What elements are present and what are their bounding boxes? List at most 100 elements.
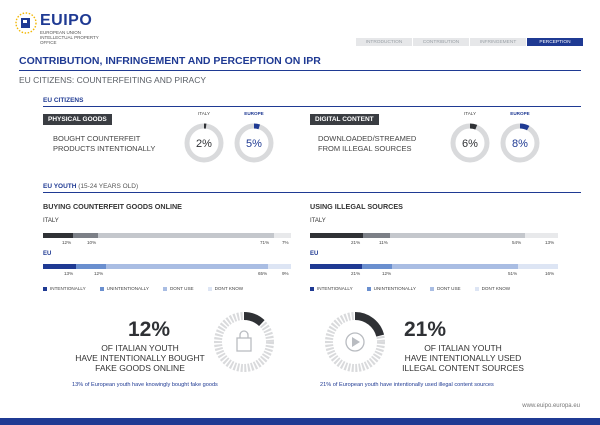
goods-legend: INTENTIONALLY UNINTENTIONALLY DONT USE D… xyxy=(43,286,243,291)
euipo-logo-icon xyxy=(15,12,37,34)
footer-url[interactable]: www.euipo.europa.eu xyxy=(522,403,580,409)
legend-dont-know: DONT KNOW xyxy=(474,286,511,291)
sources-italy-seg-intentionally xyxy=(310,233,363,238)
sources-italy-pct-intentionally: 21% xyxy=(351,240,361,245)
right-highlight-number: 21% xyxy=(404,318,447,341)
logo-text: EUIPO xyxy=(40,12,93,29)
sources-italy-seg-unintentionally xyxy=(362,233,391,238)
left-highlight-line2: HAVE INTENTIONALLY BOUGHT xyxy=(75,353,205,363)
tab-introduction[interactable]: INTRODUCTION xyxy=(356,38,412,46)
right-highlight-text: OF ITALIAN YOUTH HAVE INTENTIONALLY USED… xyxy=(378,343,548,373)
goods-eu-seg-dont-use xyxy=(105,264,269,269)
section-tabs: INTRODUCTION CONTRIBUTION INFRINGEMENT P… xyxy=(355,38,583,46)
sources-eu-label: EU xyxy=(310,251,319,257)
digital-text-line1: DOWNLOADED/STREAMED xyxy=(318,134,417,143)
illegal-sources-heading: USING ILLEGAL SOURCES xyxy=(310,202,403,211)
right-highlight-sub: 21% of European youth have intentionally… xyxy=(320,382,494,388)
sources-eu-seg-dont-know xyxy=(518,264,558,269)
legend-unintentionally-label: UNINTENTIONALLY xyxy=(106,286,149,291)
legend-intentionally: INTENTIONALLY xyxy=(43,286,86,291)
tab-infringement[interactable]: INFRINGEMENT xyxy=(470,38,526,46)
sources-italy-pct-dont-know: 13% xyxy=(545,240,555,245)
physical-italy-donut: 2% xyxy=(184,123,224,163)
digital-text-line2: FROM ILLEGAL SOURCES xyxy=(318,144,412,153)
sources-italy-seg-dont-know xyxy=(525,233,558,238)
eu-youth-label-text: EU YOUTH xyxy=(43,183,77,190)
physical-europe-label: EUROPE xyxy=(244,111,264,116)
physical-text-line2: PRODUCTS INTENTIONALLY xyxy=(53,144,156,153)
sources-eu-seg-intentionally xyxy=(310,264,363,269)
physical-goods-text: BOUGHT COUNTERFEIT PRODUCTS INTENTIONALL… xyxy=(53,134,155,154)
goods-italy-seg-dont-use xyxy=(97,233,274,238)
sources-italy-pct-unintentionally: 11% xyxy=(379,240,388,245)
legend-unintentionally: UNINTENTIONALLY xyxy=(99,286,149,291)
sources-eu-pct-intentionally: 21% xyxy=(351,271,361,276)
physical-europe-donut: 5% xyxy=(234,123,274,163)
eu-youth-label: EU YOUTH (15-24 YEARS OLD) xyxy=(43,183,138,190)
goods-italy-seg-unintentionally xyxy=(72,233,98,238)
tab-perception[interactable]: PERCEPTION xyxy=(527,38,583,46)
digital-content-box: DIGITAL CONTENT xyxy=(310,114,379,125)
goods-italy-bar xyxy=(43,233,291,238)
goods-italy-seg-intentionally xyxy=(43,233,73,238)
legend-intentionally: INTENTIONALLY xyxy=(310,286,353,291)
left-highlight-sub: 13% of European youth have knowingly bou… xyxy=(72,382,218,388)
page-subtitle: EU CITIZENS: COUNTERFEITING AND PIRACY xyxy=(19,75,207,85)
shopping-bag-icon xyxy=(236,330,252,352)
digital-italy-donut: 6% xyxy=(450,123,490,163)
right-highlight-line1: OF ITALIAN YOUTH xyxy=(424,343,502,353)
physical-text-line1: BOUGHT COUNTERFEIT xyxy=(53,134,141,143)
digital-europe-label: EUROPE xyxy=(510,111,530,116)
goods-online-heading: BUYING COUNTERFEIT GOODS ONLINE xyxy=(43,202,182,211)
goods-eu-seg-unintentionally xyxy=(75,264,106,269)
play-icon xyxy=(345,332,365,352)
eu-citizens-divider xyxy=(43,106,581,107)
digital-europe-value: 8% xyxy=(512,138,528,150)
eu-citizens-label: EU CITIZENS xyxy=(43,97,84,104)
digital-content-text: DOWNLOADED/STREAMED FROM ILLEGAL SOURCES xyxy=(318,134,416,154)
eu-youth-age-range: (15-24 YEARS OLD) xyxy=(78,183,139,190)
legend-intentionally-label: INTENTIONALLY xyxy=(50,286,86,291)
sources-eu-pct-dont-use: 51% xyxy=(508,271,518,276)
tab-contribution[interactable]: CONTRIBUTION xyxy=(413,38,469,46)
legend-unintentionally: UNINTENTIONALLY xyxy=(366,286,416,291)
digital-italy-value: 6% xyxy=(462,138,478,150)
legend-dont-know-label: DONT KNOW xyxy=(481,286,511,291)
goods-eu-bar xyxy=(43,264,291,269)
legend-dont-use-label: DONT USE xyxy=(436,286,461,291)
right-highlight-line2: HAVE INTENTIONALLY USED xyxy=(404,353,522,363)
sources-italy-pct-dont-use: 54% xyxy=(512,240,522,245)
eu-youth-divider xyxy=(43,192,581,193)
goods-italy-pct-intentionally: 12% xyxy=(62,240,72,245)
physical-italy-label: ITALY xyxy=(197,111,211,116)
left-highlight-text: OF ITALIAN YOUTH HAVE INTENTIONALLY BOUG… xyxy=(55,343,225,373)
footer-bar xyxy=(0,418,600,425)
left-highlight-line1: OF ITALIAN YOUTH xyxy=(101,343,179,353)
goods-eu-label: EU xyxy=(43,251,52,257)
sources-eu-seg-dont-use xyxy=(391,264,519,269)
sources-eu-seg-unintentionally xyxy=(362,264,392,269)
page-title: CONTRIBUTION, INFRINGEMENT AND PERCEPTIO… xyxy=(19,55,321,67)
sources-legend: INTENTIONALLY UNINTENTIONALLY DONT USE D… xyxy=(310,286,510,291)
goods-italy-pct-dont-know: 7% xyxy=(282,240,289,245)
goods-eu-pct-dont-use: 65% xyxy=(258,271,268,276)
right-highlight-line3: ILLEGAL CONTENT SOURCES xyxy=(402,363,524,373)
goods-eu-seg-dont-know xyxy=(268,264,291,269)
legend-unintentionally-label: UNINTENTIONALLY xyxy=(373,286,416,291)
legend-intentionally-label: INTENTIONALLY xyxy=(317,286,353,291)
sources-eu-pct-dont-know: 16% xyxy=(545,271,555,276)
goods-italy-label: ITALY xyxy=(43,218,59,224)
legend-dont-use: DONT USE xyxy=(429,286,461,291)
legend-dont-know-label: DONT KNOW xyxy=(214,286,244,291)
goods-eu-pct-dont-know: 9% xyxy=(282,271,289,276)
left-highlight-ring xyxy=(214,312,274,372)
goods-eu-pct-intentionally: 13% xyxy=(64,271,74,276)
logo-subtext: European Union Intellectual Property Off… xyxy=(40,30,99,45)
title-divider xyxy=(19,70,581,71)
sources-italy-seg-dont-use xyxy=(390,233,526,238)
physical-italy-value: 2% xyxy=(196,138,212,150)
digital-europe-donut: 8% xyxy=(500,123,540,163)
left-highlight-line3: FAKE GOODS ONLINE xyxy=(95,363,185,373)
sources-eu-bar xyxy=(310,264,558,269)
goods-italy-pct-dont-use: 71% xyxy=(260,240,270,245)
